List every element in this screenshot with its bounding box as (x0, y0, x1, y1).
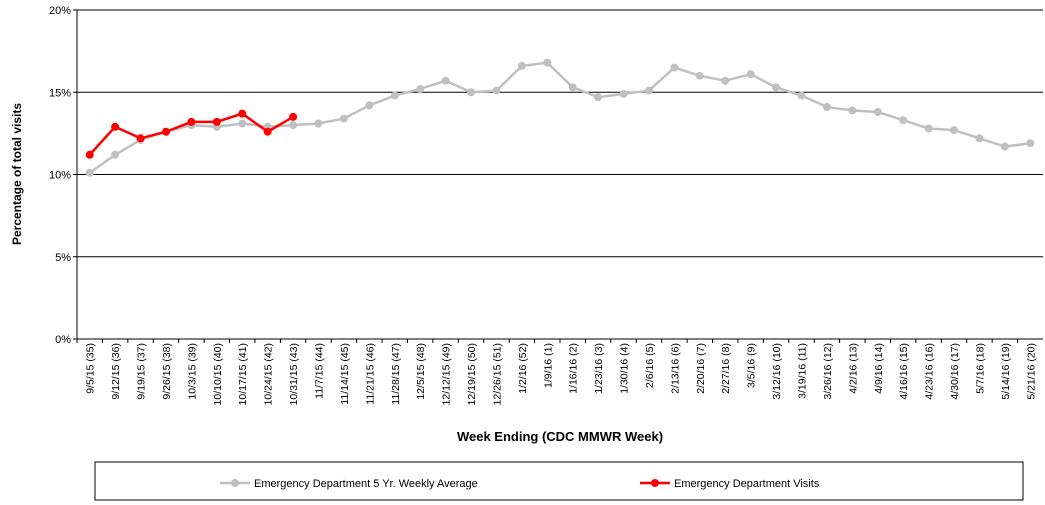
data-point (111, 122, 120, 131)
data-point (111, 150, 120, 159)
x-tick-label: 4/16/16 (15) (898, 343, 910, 400)
x-tick-label: 12/12/15 (49) (441, 343, 453, 405)
data-point (289, 112, 298, 121)
data-point (85, 168, 94, 177)
data-point (492, 86, 501, 95)
data-point (924, 124, 933, 133)
data-point (238, 119, 247, 128)
data-point (1026, 139, 1035, 148)
data-point (416, 84, 425, 93)
x-tick-label: 12/26/15 (51) (491, 343, 503, 405)
x-tick-label: 2/13/16 (6) (669, 343, 681, 394)
y-tick-label: 0% (55, 334, 71, 346)
x-tick-label: 4/23/16 (16) (924, 343, 936, 400)
legend-label: Emergency Department 5 Yr. Weekly Averag… (254, 478, 478, 490)
data-point (873, 107, 882, 116)
data-point (594, 93, 603, 102)
data-point (467, 88, 476, 97)
x-tick-label: 1/30/16 (4) (619, 343, 631, 394)
data-point (339, 114, 348, 123)
x-tick-label: 3/26/16 (12) (822, 343, 834, 400)
data-point (670, 63, 679, 72)
x-tick-label: 9/19/15 (37) (136, 343, 148, 400)
x-tick-label: 1/9/16 (1) (542, 343, 554, 388)
data-point (848, 106, 857, 115)
series-line (88, 61, 1031, 174)
data-point (797, 91, 806, 100)
x-tick-label: 10/24/15 (42) (263, 343, 275, 405)
data-point (289, 121, 298, 130)
x-tick-label: 5/21/16 (20) (1025, 343, 1037, 400)
data-point (975, 134, 984, 143)
legend-box (94, 461, 1024, 501)
x-tick-label: 4/30/16 (17) (949, 343, 961, 400)
x-tick-label: 9/26/15 (38) (161, 343, 173, 400)
data-point (568, 83, 577, 92)
legend-marker (231, 479, 239, 487)
x-tick-label: 4/2/16 (13) (847, 343, 859, 394)
legend-label: Emergency Department Visits (674, 478, 820, 490)
y-tick-label: 15% (49, 87, 71, 99)
x-tick-label: 9/5/15 (35) (85, 343, 97, 394)
data-point (695, 71, 704, 80)
data-point (441, 76, 450, 85)
data-point (187, 117, 196, 126)
x-tick-label: 11/14/15 (45) (339, 343, 351, 405)
data-point (212, 117, 221, 126)
data-point (314, 119, 323, 128)
x-tick-label: 1/23/16 (3) (593, 343, 605, 394)
data-point (772, 83, 781, 92)
x-tick-label: 2/20/16 (7) (695, 343, 707, 394)
x-tick-label: 1/2/16 (52) (517, 343, 529, 394)
x-tick-label: 10/3/15 (39) (186, 343, 198, 400)
x-tick-label: 5/14/16 (19) (1000, 343, 1012, 400)
data-point (822, 103, 831, 112)
x-axis-label: Week Ending (CDC MMWR Week) (457, 429, 663, 444)
x-tick-label: 2/6/16 (5) (644, 343, 656, 388)
x-tick-label: 10/17/15 (41) (237, 343, 249, 405)
x-tick-label: 3/19/16 (11) (797, 343, 809, 399)
data-point (85, 150, 94, 159)
x-tick-label: 10/31/15 (43) (288, 343, 300, 405)
data-point (365, 101, 374, 110)
x-tick-label: 3/12/16 (10) (771, 343, 783, 400)
x-tick-label: 5/7/16 (18) (974, 343, 986, 394)
x-tick-label: 2/27/16 (8) (720, 343, 732, 394)
y-tick-label: 5% (55, 252, 71, 264)
data-point (517, 61, 526, 70)
x-tick-label: 9/12/15 (36) (110, 343, 122, 400)
x-tick-label: 11/7/15 (44) (314, 343, 326, 399)
data-point (746, 70, 755, 79)
x-tick-label: 12/5/15 (48) (415, 343, 427, 400)
data-point (619, 89, 628, 98)
y-tick-label: 10% (49, 170, 71, 182)
x-tick-label: 1/16/16 (2) (568, 343, 580, 394)
data-point (390, 91, 399, 100)
data-point (950, 126, 959, 135)
data-point (1000, 142, 1009, 151)
x-tick-label: 4/9/16 (14) (873, 343, 885, 394)
x-tick-label: 10/10/15 (40) (212, 343, 224, 405)
data-point (644, 86, 653, 95)
y-axis-label: Percentage of total visits (10, 103, 24, 245)
y-tick-label: 20% (49, 5, 71, 17)
x-tick-label: 11/28/15 (47) (390, 343, 402, 405)
x-tick-label: 3/5/16 (9) (746, 343, 758, 388)
data-point (543, 58, 552, 67)
data-point (899, 116, 908, 125)
data-point (238, 109, 247, 118)
x-tick-label: 11/21/15 (46) (364, 343, 376, 405)
x-tick-label: 12/19/15 (50) (466, 343, 478, 405)
data-point (161, 127, 170, 136)
data-point (721, 76, 730, 85)
data-point (136, 134, 145, 143)
data-point (263, 127, 272, 136)
legend-marker (651, 479, 659, 487)
